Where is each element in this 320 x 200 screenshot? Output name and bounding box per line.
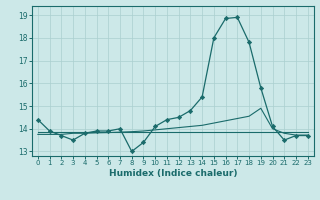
X-axis label: Humidex (Indice chaleur): Humidex (Indice chaleur) — [108, 169, 237, 178]
